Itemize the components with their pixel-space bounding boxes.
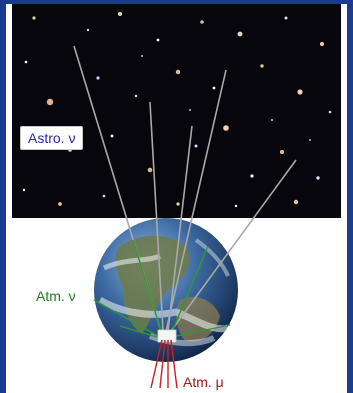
astro-track (149, 101, 164, 332)
astro-track (167, 125, 193, 332)
atm-mu-track (159, 339, 166, 389)
astro-track (165, 69, 227, 332)
atm-neutrino-tracks (93, 239, 231, 339)
astro-neutrino-label: Astro. ν (20, 126, 84, 150)
atm-nu-track (93, 299, 159, 337)
atm-muon-tracks (150, 339, 178, 389)
atm-mu-track (170, 339, 178, 389)
galaxy-field (22, 12, 332, 208)
atm-nu-track (171, 324, 231, 338)
atm-nu-track (170, 245, 209, 335)
astro-track (170, 159, 297, 332)
atm-nu-track (132, 239, 163, 335)
deep-field-image (12, 4, 341, 218)
atm-muon-label: Atm. μ (183, 374, 224, 390)
atm-mu-track (150, 339, 163, 389)
atm-nu-track (119, 325, 161, 339)
atm-neutrino-label: Atm. ν (36, 288, 76, 304)
earth-globe (94, 218, 238, 362)
detector-box (157, 329, 177, 343)
